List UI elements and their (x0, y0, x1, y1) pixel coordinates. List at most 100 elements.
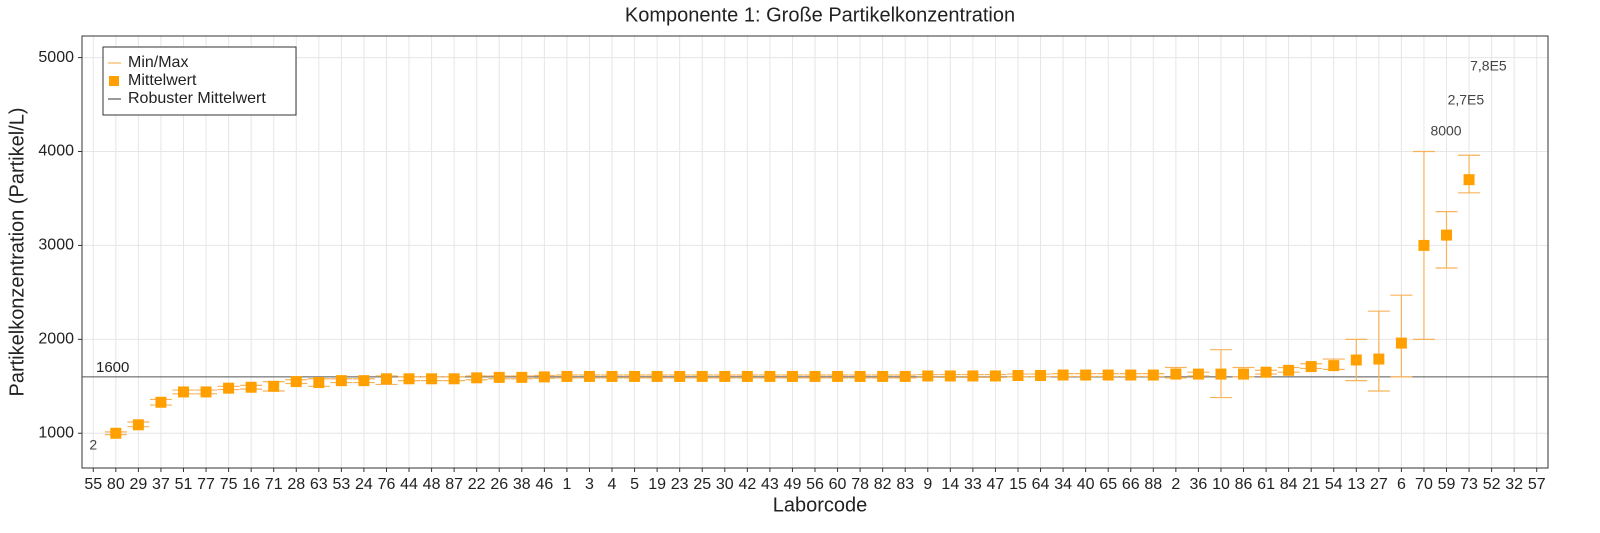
mean-marker (696, 370, 708, 382)
x-tick-label: 32 (1505, 476, 1523, 493)
mean-marker (583, 370, 595, 382)
mean-marker (426, 373, 438, 385)
mean-marker (922, 370, 934, 382)
x-tick-label: 26 (490, 476, 508, 493)
x-tick-label: 76 (378, 476, 396, 493)
x-tick-label: 28 (287, 476, 305, 493)
x-tick-label: 36 (1190, 476, 1208, 493)
mean-marker (268, 380, 280, 392)
mean-marker (245, 381, 257, 393)
x-tick-label: 38 (513, 476, 531, 493)
mean-marker (110, 427, 122, 439)
legend-box (102, 46, 297, 116)
y-tick-label: 5000 (38, 49, 74, 66)
mean-marker (1260, 366, 1272, 378)
mean-marker (1305, 361, 1317, 373)
mean-marker (944, 370, 956, 382)
x-tick-label: 71 (265, 476, 283, 493)
mean-marker (1373, 353, 1385, 365)
x-tick-label: 24 (355, 476, 373, 493)
x-tick-label: 9 (923, 476, 932, 493)
chart-title: Komponente 1: Große Partikelkonzentratio… (625, 4, 1015, 26)
mean-marker (786, 370, 798, 382)
mean-marker (177, 386, 189, 398)
mean-marker (764, 370, 776, 382)
mean-marker (538, 371, 550, 383)
y-tick-label: 1000 (38, 424, 74, 441)
mean-marker (335, 375, 347, 387)
mean-marker (358, 375, 370, 387)
annotation: 8000 (1430, 123, 1461, 139)
mean-marker (516, 371, 528, 383)
x-tick-label: 23 (671, 476, 689, 493)
x-tick-label: 46 (535, 476, 553, 493)
x-tick-label: 42 (738, 476, 756, 493)
mean-marker (1441, 229, 1453, 241)
x-tick-label: 51 (175, 476, 193, 493)
x-tick-label: 33 (964, 476, 982, 493)
x-tick-label: 75 (220, 476, 238, 493)
x-tick-label: 55 (84, 476, 102, 493)
x-tick-label: 77 (197, 476, 215, 493)
x-tick-label: 27 (1370, 476, 1388, 493)
x-tick-label: 6 (1397, 476, 1406, 493)
mean-marker (561, 370, 573, 382)
x-tick-label: 60 (829, 476, 847, 493)
error-bar (1458, 154, 1481, 194)
x-tick-label: 54 (1325, 476, 1343, 493)
legend-label: Robuster Mittelwert (128, 90, 266, 107)
mean-marker (155, 396, 167, 408)
annotation: 2,7E5 (1448, 92, 1485, 108)
x-tick-label: 80 (107, 476, 125, 493)
mean-marker (1080, 369, 1092, 381)
x-tick-label: 57 (1528, 476, 1546, 493)
mean-marker (651, 370, 663, 382)
x-tick-label: 10 (1212, 476, 1230, 493)
x-tick-label: 88 (1144, 476, 1162, 493)
mean-marker (1395, 337, 1407, 349)
mean-marker (741, 370, 753, 382)
mean-marker (471, 372, 483, 384)
x-tick-label: 47 (987, 476, 1005, 493)
error-bar (1390, 294, 1413, 378)
x-tick-label: 86 (1235, 476, 1253, 493)
x-tick-label: 13 (1347, 476, 1365, 493)
mean-marker (606, 370, 618, 382)
x-tick-label: 59 (1438, 476, 1456, 493)
x-tick-label: 83 (896, 476, 914, 493)
annotation: 7,8E5 (1470, 58, 1507, 74)
mean-marker (200, 386, 212, 398)
mean-marker (223, 382, 235, 394)
annotation: 2 (89, 437, 97, 453)
mean-marker (1170, 368, 1182, 380)
mean-marker (1012, 369, 1024, 381)
mean-marker (877, 370, 889, 382)
mean-marker (1057, 369, 1069, 381)
mean-marker (1215, 368, 1227, 380)
mean-marker (1125, 369, 1137, 381)
x-tick-label: 3 (585, 476, 594, 493)
mean-marker (493, 371, 505, 383)
mean-marker (629, 370, 641, 382)
mean-marker (899, 370, 911, 382)
x-tick-label: 2 (1171, 476, 1180, 493)
x-tick-label: 40 (1077, 476, 1095, 493)
error-bar (1367, 310, 1390, 392)
mean-marker (1463, 174, 1475, 186)
x-tick-label: 73 (1460, 476, 1478, 493)
x-tick-label: 19 (648, 476, 666, 493)
legend-label: Min/Max (128, 54, 188, 71)
x-tick-label: 34 (1054, 476, 1072, 493)
mean-marker (1350, 354, 1362, 366)
x-axis-label: Laborcode (773, 494, 868, 516)
x-tick-label: 15 (1009, 476, 1027, 493)
mean-marker (1328, 360, 1340, 372)
y-tick-label: 4000 (38, 143, 74, 160)
reference-label: 1600 (96, 359, 129, 376)
mean-marker (967, 370, 979, 382)
mean-marker (674, 370, 686, 382)
mean-marker (1418, 239, 1430, 251)
x-tick-label: 37 (152, 476, 170, 493)
x-tick-label: 61 (1257, 476, 1275, 493)
mean-marker (313, 377, 325, 389)
